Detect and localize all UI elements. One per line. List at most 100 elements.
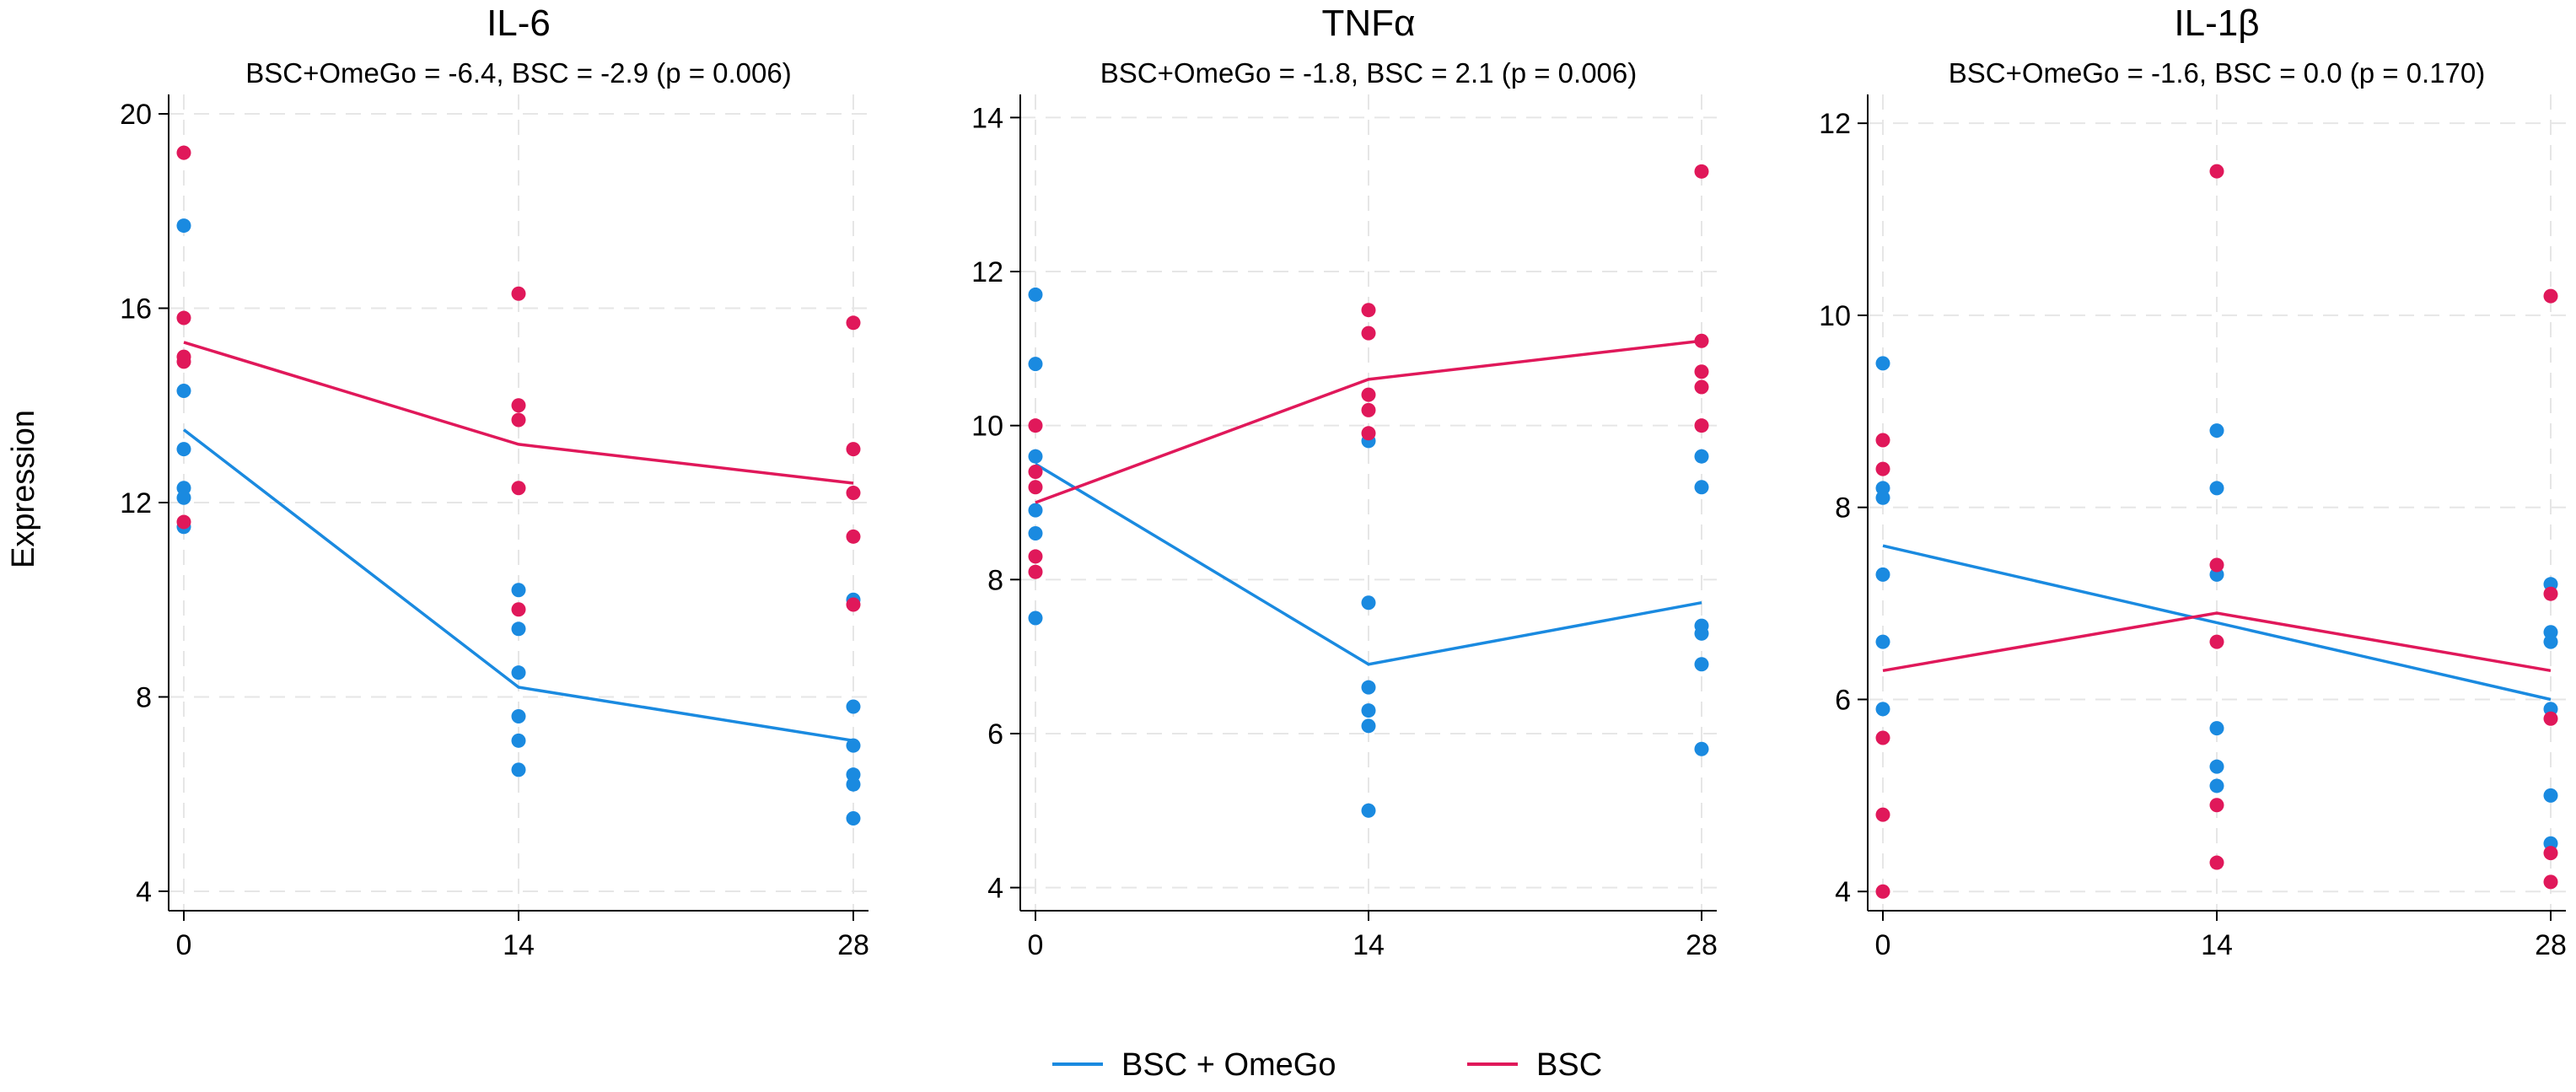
point-bsc bbox=[511, 398, 526, 413]
x-tick-label: 14 bbox=[1353, 929, 1385, 961]
point-combo bbox=[846, 777, 861, 792]
point-bsc bbox=[511, 602, 526, 617]
x-tick-label: 0 bbox=[1875, 929, 1891, 961]
panel-subtitle: BSC+OmeGo = -6.4, BSC = -2.9 (p = 0.006) bbox=[245, 57, 791, 89]
x-tick-label: 28 bbox=[2535, 929, 2567, 961]
panel-title: IL-1β bbox=[2174, 3, 2259, 44]
point-combo bbox=[1875, 702, 1890, 717]
panel-title: IL-6 bbox=[487, 3, 551, 44]
legend-label-combo: BSC + OmeGo bbox=[1121, 1047, 1336, 1083]
y-tick-label: 10 bbox=[971, 411, 1003, 443]
panel-title: TNFα bbox=[1322, 3, 1416, 44]
point-combo bbox=[1361, 803, 1376, 818]
point-bsc bbox=[1361, 402, 1376, 417]
point-combo bbox=[176, 218, 191, 234]
point-bsc bbox=[2209, 164, 2224, 179]
point-combo bbox=[2543, 788, 2558, 803]
panel-2: TNFα BSC+OmeGo = -1.8, BSC = 2.1 (p = 0.0… bbox=[971, 3, 1718, 961]
point-bsc bbox=[2209, 557, 2224, 573]
point-combo bbox=[2209, 423, 2224, 438]
point-bsc bbox=[176, 514, 191, 530]
point-bsc bbox=[1028, 464, 1043, 479]
point-bsc bbox=[1875, 807, 1890, 822]
point-bsc bbox=[1875, 433, 1890, 448]
y-tick-label: 6 bbox=[1835, 684, 1851, 716]
y-tick-label: 4 bbox=[136, 876, 152, 908]
y-tick-label: 16 bbox=[120, 293, 152, 325]
point-combo bbox=[2209, 481, 2224, 496]
point-combo bbox=[2543, 634, 2558, 649]
point-bsc bbox=[176, 145, 191, 160]
x-tick-label: 14 bbox=[2201, 929, 2233, 961]
point-bsc bbox=[1361, 325, 1376, 341]
point-combo bbox=[511, 709, 526, 724]
fit-line-combo bbox=[1035, 462, 1702, 666]
point-combo bbox=[846, 811, 861, 826]
point-combo bbox=[1361, 680, 1376, 695]
point-combo bbox=[1875, 634, 1890, 649]
fit-line-combo bbox=[1882, 544, 2552, 702]
point-bsc bbox=[1028, 480, 1043, 495]
point-bsc bbox=[176, 354, 191, 369]
panel-subtitle: BSC+OmeGo = -1.6, BSC = 0.0 (p = 0.170) bbox=[1949, 57, 2486, 89]
y-tick-label: 4 bbox=[1835, 876, 1851, 908]
point-bsc bbox=[2543, 586, 2558, 601]
point-combo bbox=[846, 699, 861, 714]
point-bsc bbox=[1694, 164, 1709, 179]
point-combo bbox=[1028, 357, 1043, 372]
y-tick-label: 8 bbox=[1835, 492, 1851, 524]
y-tick-label: 12 bbox=[1819, 108, 1851, 140]
y-axis-label: Expression bbox=[6, 410, 41, 568]
point-bsc bbox=[2543, 288, 2558, 304]
point-bsc bbox=[1028, 549, 1043, 564]
point-combo bbox=[1028, 611, 1043, 626]
x-tick-label: 14 bbox=[503, 929, 535, 961]
legend: BSC + OmeGo BSC bbox=[1052, 1047, 1602, 1083]
point-bsc bbox=[2209, 798, 2224, 813]
point-combo bbox=[1694, 480, 1709, 495]
fit-line-bsc bbox=[1882, 611, 2552, 673]
x-tick-label: 0 bbox=[1028, 929, 1044, 961]
point-combo bbox=[511, 733, 526, 748]
point-combo bbox=[511, 665, 526, 680]
point-combo bbox=[1694, 657, 1709, 672]
point-combo bbox=[176, 442, 191, 457]
point-combo bbox=[1875, 356, 1890, 371]
point-bsc bbox=[511, 286, 526, 301]
point-combo bbox=[511, 621, 526, 637]
y-tick-label: 6 bbox=[987, 718, 1003, 750]
point-combo bbox=[1028, 526, 1043, 541]
point-combo bbox=[1875, 490, 1890, 505]
point-bsc bbox=[846, 315, 861, 331]
point-combo bbox=[1361, 718, 1376, 734]
point-combo bbox=[511, 762, 526, 777]
point-combo bbox=[1875, 567, 1890, 582]
point-bsc bbox=[1875, 461, 1890, 476]
point-combo bbox=[1028, 287, 1043, 302]
point-bsc bbox=[846, 597, 861, 612]
panel-3: IL-1β BSC+OmeGo = -1.6, BSC = 0.0 (p = 0.… bbox=[1819, 3, 2567, 961]
point-bsc bbox=[2543, 846, 2558, 861]
point-bsc bbox=[1875, 884, 1890, 899]
point-bsc bbox=[1694, 333, 1709, 348]
point-bsc bbox=[511, 481, 526, 496]
point-bsc bbox=[1361, 387, 1376, 402]
fit-line-combo bbox=[182, 428, 854, 743]
point-bsc bbox=[1694, 379, 1709, 395]
point-combo bbox=[1694, 626, 1709, 641]
y-tick-label: 10 bbox=[1819, 300, 1851, 332]
point-bsc bbox=[2543, 874, 2558, 890]
point-bsc bbox=[846, 485, 861, 500]
y-tick-label: 14 bbox=[971, 102, 1003, 134]
point-bsc bbox=[1361, 426, 1376, 441]
y-tick-label: 12 bbox=[971, 256, 1003, 288]
fit-line-bsc bbox=[183, 341, 854, 485]
point-combo bbox=[2209, 778, 2224, 793]
point-combo bbox=[2209, 759, 2224, 774]
point-combo bbox=[1361, 595, 1376, 611]
point-combo bbox=[846, 738, 861, 753]
point-bsc bbox=[2209, 634, 2224, 649]
point-combo bbox=[1361, 703, 1376, 718]
y-tick-label: 4 bbox=[987, 873, 1003, 905]
